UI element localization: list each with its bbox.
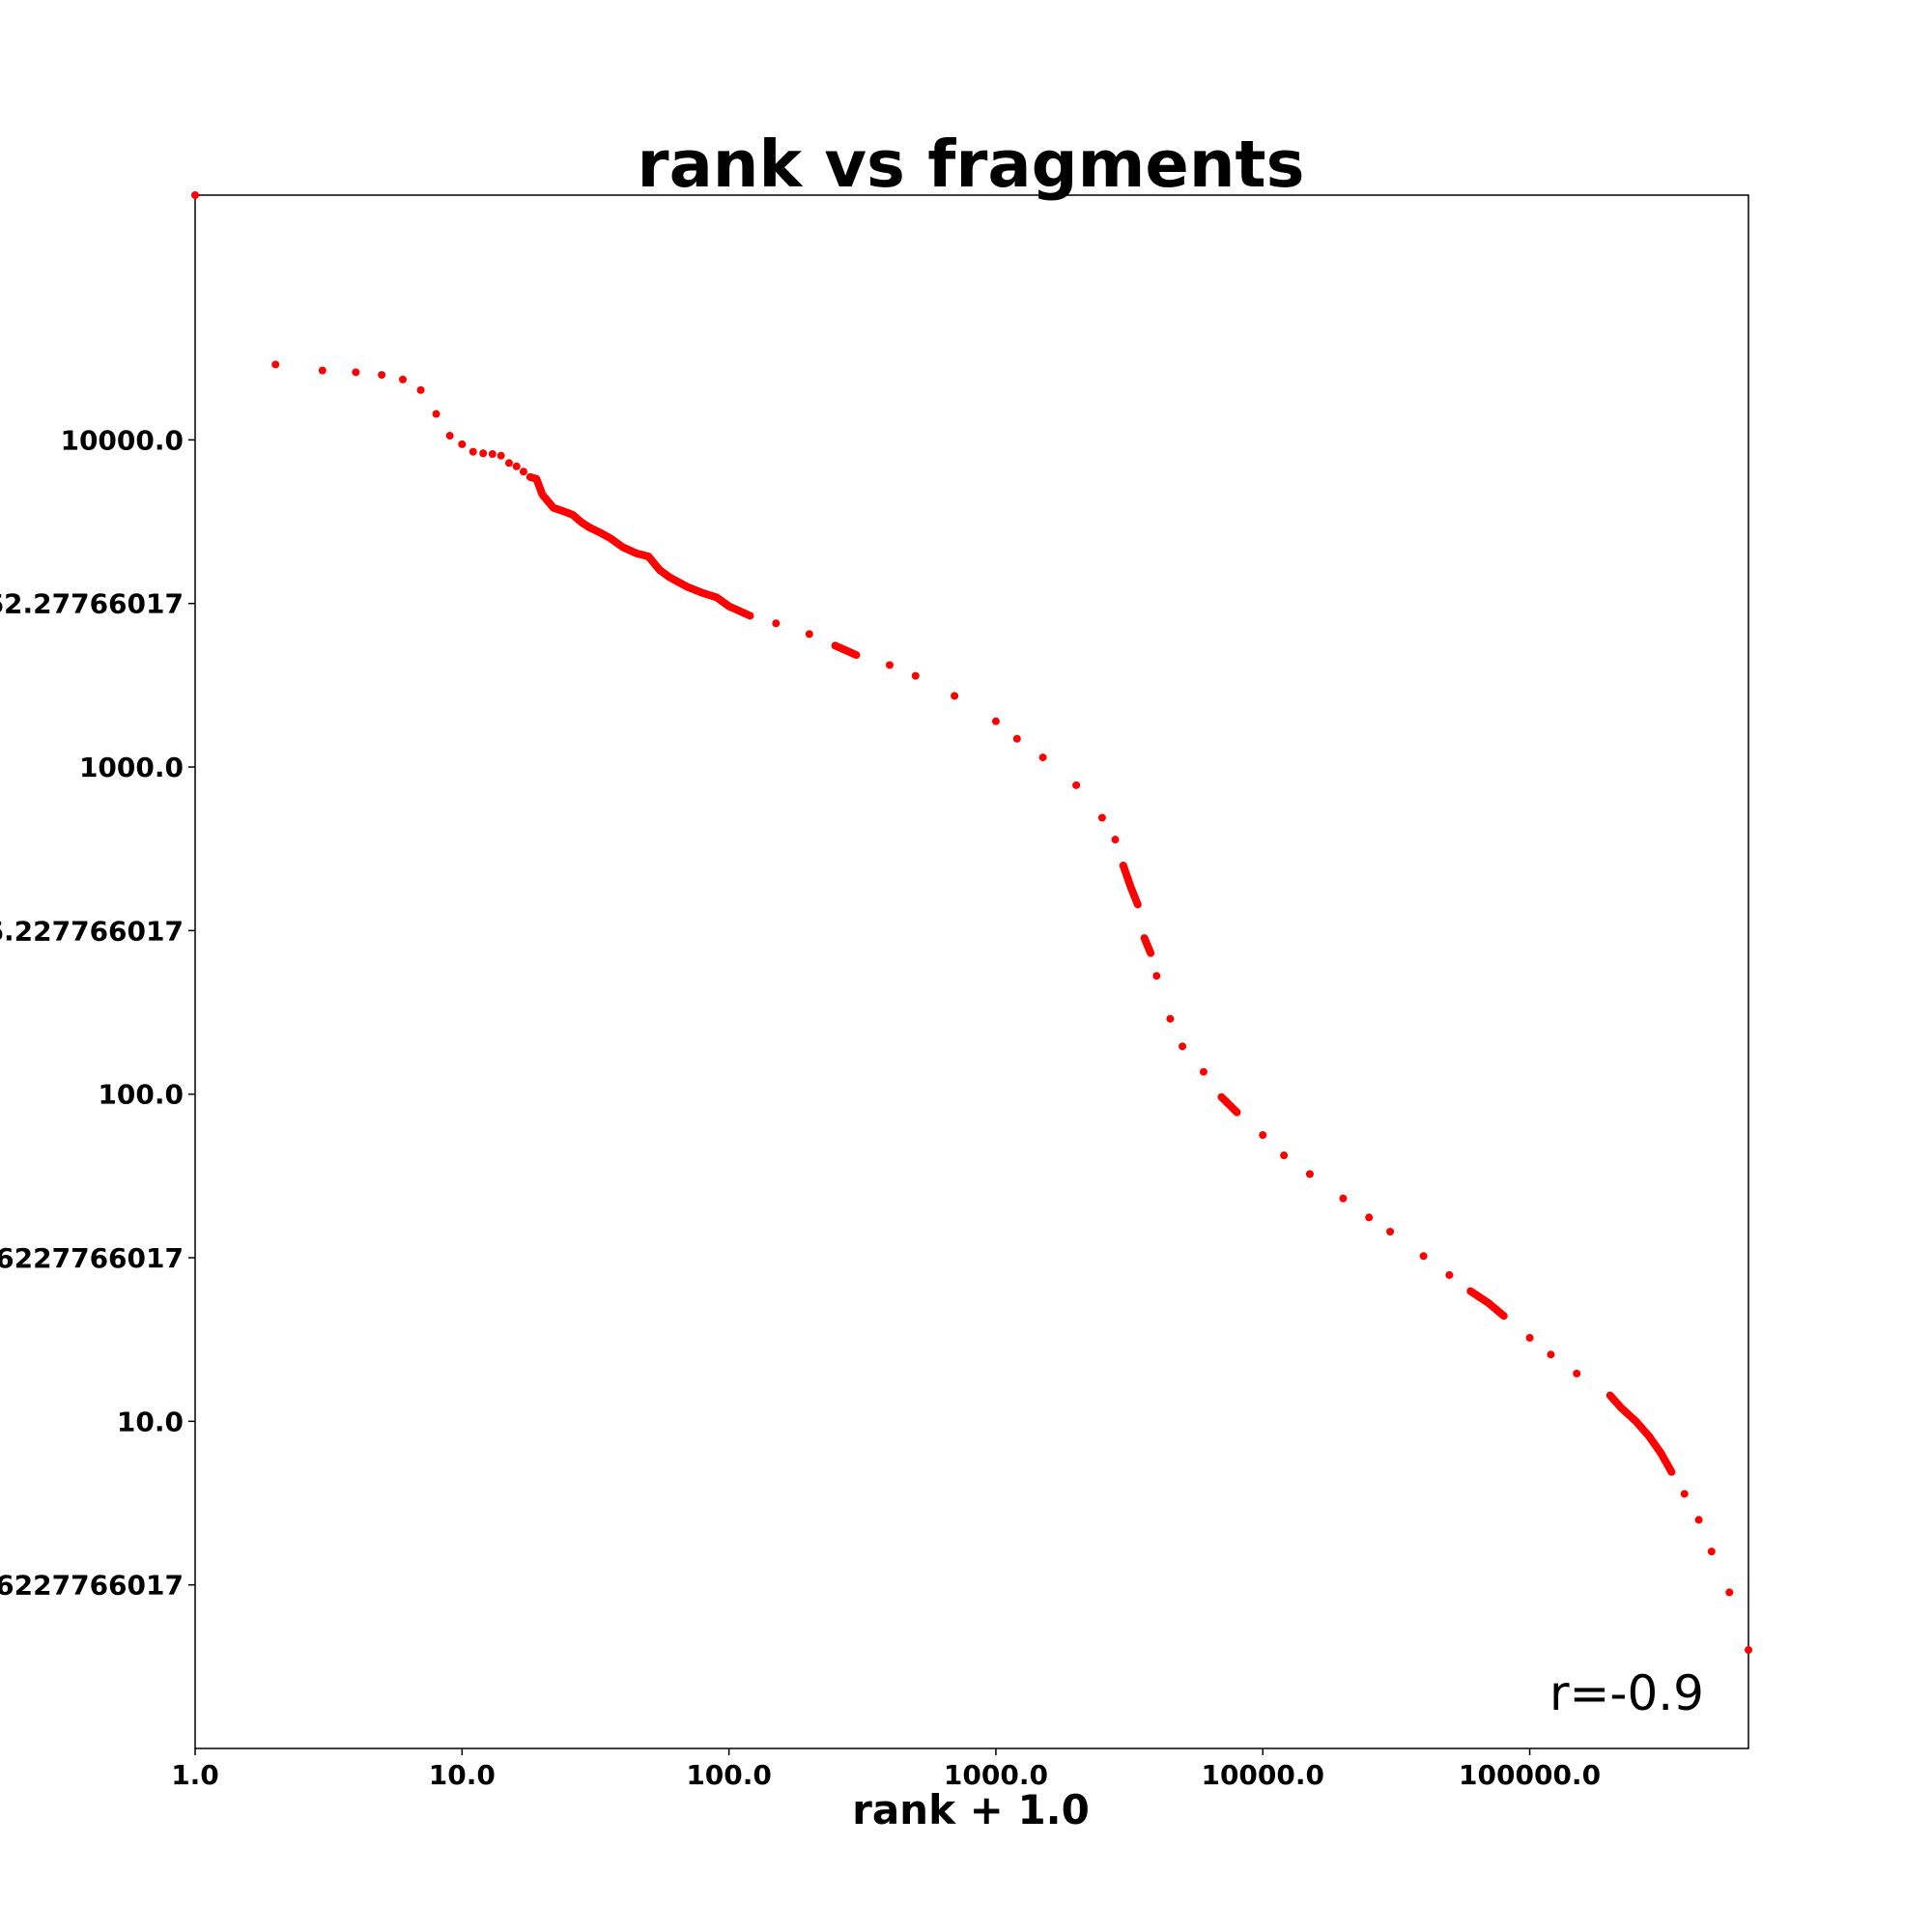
x-tick-label: 1000.0 — [944, 1759, 1048, 1791]
data-point — [1745, 1646, 1752, 1655]
plot-area-frame — [194, 194, 1749, 1749]
data-point — [745, 611, 753, 619]
data-point — [911, 671, 920, 680]
correlation-annotation: r=-0.9 — [1549, 1665, 1704, 1721]
data-point — [1152, 972, 1161, 980]
data-point — [519, 468, 527, 476]
y-axis: 3.16227766017 10.0 31.6227766017 100.0 316.2… — [0, 424, 195, 1602]
data-point — [1146, 948, 1154, 956]
data-point — [1498, 1311, 1507, 1320]
data-point — [1573, 1369, 1581, 1378]
data-point — [445, 432, 454, 440]
data-point — [432, 410, 440, 418]
y-tick-label: 316.227766017 — [0, 915, 184, 947]
data-point — [497, 451, 505, 460]
data-point — [1072, 781, 1081, 789]
data-point — [772, 619, 781, 628]
data-point — [1365, 1213, 1374, 1222]
data-point — [1012, 734, 1021, 743]
data-point — [479, 449, 488, 458]
data-point — [1680, 1490, 1689, 1498]
data-point — [1666, 1466, 1675, 1475]
data-point — [885, 661, 894, 669]
data-point — [1305, 1170, 1314, 1179]
data-point — [1232, 1107, 1240, 1116]
y-tick-label: 100.0 — [98, 1079, 184, 1111]
data-point — [1166, 1014, 1175, 1023]
data-points — [191, 191, 1752, 1655]
data-point — [318, 366, 327, 375]
x-axis: 1.0 10.0 100.0 1000.0 10000.0 100000.0 — [171, 1748, 1601, 1791]
data-point — [399, 375, 408, 384]
data-point — [1386, 1228, 1395, 1236]
data-point — [504, 459, 513, 468]
data-point — [458, 440, 467, 448]
data-point — [512, 462, 521, 470]
x-axis-label: rank + 1.0 — [852, 1786, 1090, 1833]
data-point — [416, 385, 425, 394]
data-point — [1199, 1067, 1208, 1076]
x-tick-label: 1.0 — [171, 1759, 219, 1791]
data-point — [1547, 1350, 1555, 1359]
data-point — [271, 360, 280, 369]
data-point — [1339, 1194, 1348, 1203]
x-tick-label: 10.0 — [429, 1759, 496, 1791]
data-point — [1525, 1333, 1534, 1342]
data-point — [991, 717, 1000, 725]
data-point — [1179, 1042, 1187, 1051]
data-point — [1445, 1270, 1454, 1279]
y-tick-label: 1000.0 — [79, 752, 184, 783]
y-tick-label: 10000.0 — [60, 424, 184, 456]
data-point — [469, 447, 477, 456]
x-tick-label: 100000.0 — [1459, 1759, 1601, 1791]
data-point — [1097, 813, 1106, 822]
data-point — [352, 368, 360, 377]
data-point — [1111, 836, 1120, 844]
data-point — [488, 450, 497, 459]
data-point — [1725, 1588, 1734, 1597]
data-point — [1259, 1131, 1267, 1139]
data-point — [378, 371, 386, 380]
data-point — [951, 692, 959, 700]
y-tick-label: 10.0 — [117, 1406, 184, 1437]
x-tick-label: 10000.0 — [1201, 1759, 1324, 1791]
data-point — [805, 630, 813, 639]
x-tick-label: 100.0 — [686, 1759, 772, 1791]
y-tick-label: 3162.27766017 — [0, 588, 184, 620]
data-point — [851, 650, 860, 659]
data-point — [1038, 753, 1047, 762]
y-tick-label: 31.6227766017 — [0, 1242, 184, 1274]
y-tick-label: 3.16227766017 — [0, 1570, 184, 1602]
data-point — [1133, 899, 1142, 908]
chart-title: rank vs fragments — [638, 127, 1305, 202]
data-point — [1707, 1548, 1716, 1556]
data-point — [1694, 1516, 1703, 1524]
data-point — [1419, 1252, 1428, 1261]
data-point — [191, 191, 199, 199]
data-point — [1280, 1151, 1289, 1160]
